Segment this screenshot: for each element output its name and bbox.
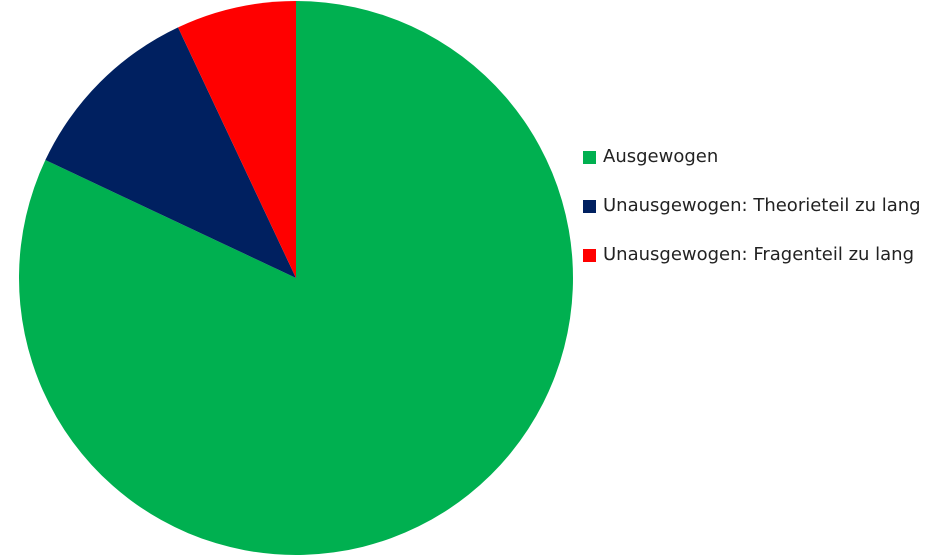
legend-entry: Unausgewogen: Theorieteil zu lang	[583, 191, 938, 220]
legend-label: Unausgewogen: Fragenteil zu lang	[603, 244, 915, 265]
legend-swatch	[583, 200, 596, 213]
legend: Ausgewogen Unausgewogen: Theorieteil zu l…	[583, 142, 938, 289]
legend-label: Ausgewogen	[603, 146, 719, 167]
pie-slice	[45, 27, 296, 278]
legend-label: Unausgewogen: Theorieteil zu lang	[603, 195, 921, 216]
legend-swatch	[583, 249, 596, 262]
legend-entry: Unausgewogen: Fragenteil zu lang	[583, 240, 938, 269]
legend-entry: Ausgewogen	[583, 142, 938, 171]
pie-slice	[178, 1, 296, 278]
legend-swatch	[583, 151, 596, 164]
